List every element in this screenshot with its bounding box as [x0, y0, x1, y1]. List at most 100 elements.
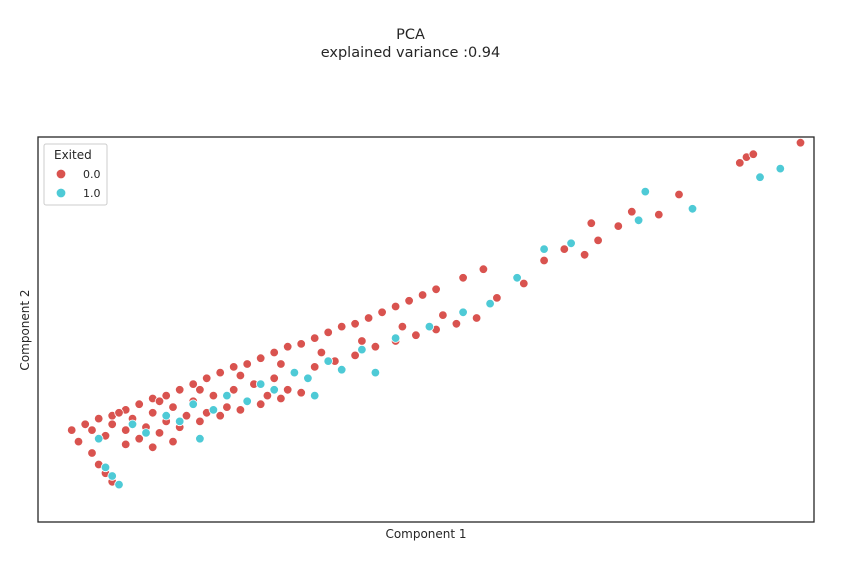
point-series-0 — [613, 221, 624, 231]
point-series-0 — [147, 442, 158, 453]
chart-title-block: PCA explained variance :0.94 — [0, 26, 821, 62]
point-series-0 — [417, 290, 428, 300]
point-series-0 — [411, 330, 421, 340]
point-series-0 — [519, 278, 529, 289]
point-series-0 — [147, 408, 158, 418]
point-series-1 — [458, 307, 468, 318]
point-series-0 — [134, 434, 144, 444]
point-series-0 — [310, 362, 320, 372]
point-series-1 — [310, 390, 320, 401]
point-series-1 — [303, 373, 313, 384]
x-axis-label: Component 1 — [385, 527, 467, 541]
point-series-0 — [201, 373, 212, 384]
point-series-1 — [256, 379, 266, 389]
point-series-0 — [222, 402, 232, 412]
chart-title: PCA — [396, 27, 425, 43]
point-series-1 — [269, 385, 279, 395]
legend-entries: 0.01.0 — [55, 168, 101, 200]
point-series-1 — [141, 428, 151, 438]
point-series-0 — [107, 419, 117, 430]
point-series-1 — [161, 411, 171, 421]
point-series-0 — [471, 313, 482, 323]
point-series-0 — [350, 350, 360, 361]
legend-marker-0 — [55, 168, 67, 180]
point-series-0 — [66, 425, 77, 435]
point-series-0 — [161, 390, 171, 401]
point-series-1 — [114, 479, 124, 490]
point-series-0 — [579, 250, 590, 260]
point-series-1 — [424, 321, 435, 332]
point-series-1 — [633, 215, 644, 226]
point-series-0 — [310, 333, 320, 343]
point-series-0 — [154, 428, 165, 438]
point-series-0 — [478, 264, 489, 274]
point-series-1 — [93, 434, 104, 444]
point-series-0 — [256, 399, 266, 409]
point-series-0 — [337, 321, 347, 332]
point-series-0 — [357, 336, 367, 346]
point-series-0 — [114, 408, 124, 418]
point-series-0 — [397, 321, 408, 332]
point-series-1 — [242, 396, 252, 407]
point-series-0 — [168, 436, 178, 447]
point-series-0 — [795, 137, 806, 148]
point-series-1 — [370, 367, 381, 378]
point-series-0 — [242, 359, 252, 369]
point-series-0 — [120, 425, 131, 435]
point-series-1 — [566, 238, 576, 249]
point-series-1 — [539, 244, 549, 254]
point-series-0 — [370, 342, 381, 352]
point-series-1 — [337, 365, 347, 375]
point-series-0 — [377, 307, 387, 318]
point-series-0 — [363, 313, 374, 323]
point-series-1 — [485, 298, 495, 309]
point-series-0 — [120, 439, 131, 450]
point-series-1 — [222, 390, 232, 401]
point-series-1 — [195, 434, 205, 444]
point-series-1 — [289, 367, 300, 378]
point-series-0 — [215, 367, 225, 378]
point-series-1 — [208, 405, 219, 415]
legend-label-1: 1.0 — [83, 187, 101, 200]
point-series-0 — [458, 273, 468, 283]
point-series-0 — [269, 347, 279, 358]
point-series-0 — [195, 385, 205, 395]
point-series-1 — [390, 333, 401, 343]
point-series-0 — [174, 385, 185, 395]
point-series-0 — [654, 209, 664, 220]
point-series-0 — [735, 158, 745, 168]
point-series-0 — [168, 402, 178, 412]
point-series-0 — [492, 293, 502, 303]
point-series-0 — [208, 390, 219, 401]
point-series-1 — [512, 273, 522, 283]
point-series-0 — [256, 353, 266, 363]
point-series-0 — [215, 411, 225, 421]
point-series-1 — [107, 471, 117, 481]
point-series-0 — [87, 448, 97, 458]
legend-title: Exited — [54, 148, 92, 162]
point-series-0 — [188, 379, 198, 389]
point-series-1 — [755, 172, 765, 182]
point-series-0 — [276, 359, 286, 369]
point-series-0 — [296, 339, 306, 349]
point-series-0 — [438, 310, 448, 320]
point-series-0 — [235, 405, 246, 415]
legend: Exited 0.01.0 — [43, 143, 108, 206]
point-series-0 — [627, 206, 637, 217]
point-series-0 — [228, 385, 239, 395]
point-series-0 — [93, 413, 104, 424]
point-series-0 — [350, 319, 360, 329]
point-series-1 — [640, 186, 651, 197]
point-series-0 — [262, 390, 273, 401]
point-series-0 — [235, 370, 246, 381]
point-series-0 — [539, 255, 549, 266]
point-series-0 — [404, 296, 414, 306]
point-series-0 — [323, 327, 333, 338]
point-series-1 — [323, 356, 333, 366]
point-series-0 — [431, 284, 441, 295]
point-series-0 — [283, 342, 293, 352]
chart-subtitle: explained variance :0.94 — [320, 45, 501, 61]
point-series-0 — [283, 385, 293, 395]
point-series-0 — [390, 301, 401, 312]
